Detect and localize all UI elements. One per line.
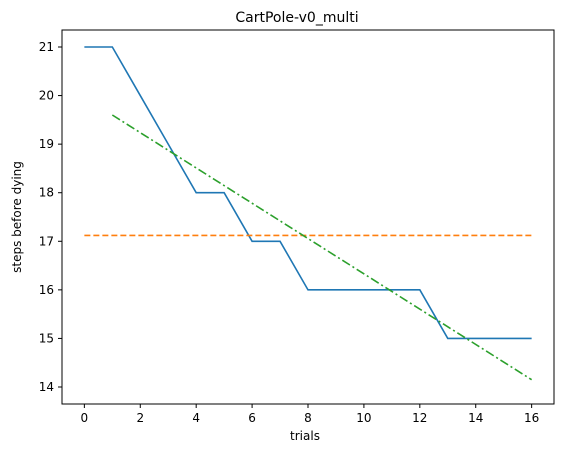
x-tick-label: 4 [192,411,200,425]
x-tick-label: 16 [524,411,539,425]
y-axis-title: steps before dying [10,161,24,273]
plot-frame [61,29,555,405]
x-tick-label: 14 [468,411,483,425]
series-line-2 [111,114,533,381]
y-tick-label: 14 [39,380,54,394]
y-tick-label: 21 [39,40,54,54]
x-tick-label: 12 [412,411,427,425]
y-tick-label: 20 [39,89,54,103]
x-axis-title: trials [290,429,320,443]
y-tick-label: 15 [39,331,54,345]
x-tick-label: 0 [81,411,89,425]
x-tick-label: 10 [356,411,371,425]
series-line-0 [84,46,532,340]
x-tick-label: 6 [248,411,256,425]
y-tick-label: 18 [39,186,54,200]
x-tick-label: 8 [304,411,312,425]
y-tick-label: 16 [39,283,54,297]
y-tick-label: 17 [39,234,54,248]
chart-title: CartPole-v0_multi [235,10,358,26]
series-layer [84,46,533,381]
ticks-layer: 0 2 4 6 8 10 12 14 16 14 15 16 17 18 19 20 21 [39,40,540,425]
x-tick-label: 2 [136,411,144,425]
y-tick-label: 19 [39,137,54,151]
